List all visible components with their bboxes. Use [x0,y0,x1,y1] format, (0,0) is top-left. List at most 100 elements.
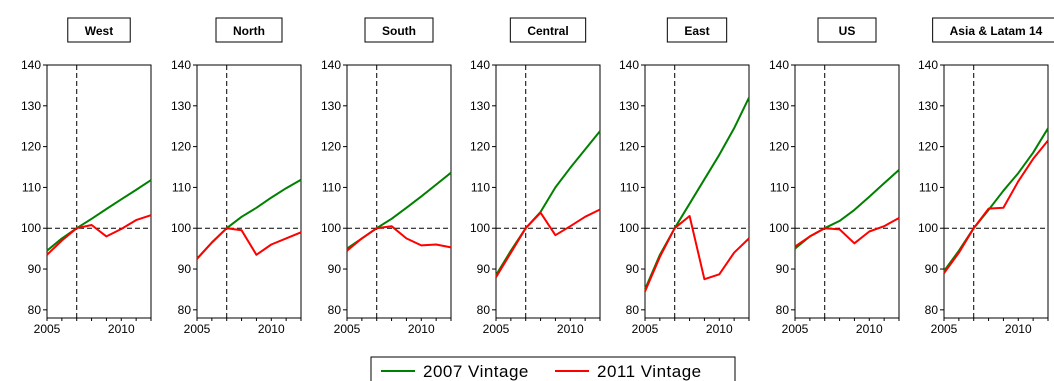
x-tick-label: 2005 [483,322,510,336]
y-tick-label: 140 [321,58,341,72]
y-tick-label: 130 [470,99,490,113]
y-tick-label: 100 [21,221,41,235]
series-line-2011-vintage [46,214,152,256]
panel-title: South [382,24,416,38]
x-tick-label: 2010 [108,322,135,336]
series-line-2011-vintage [794,217,900,248]
y-tick-label: 110 [172,180,191,194]
y-tick-label: 110 [471,180,490,194]
plot-frame [644,64,750,319]
x-tick-label: 2010 [408,322,435,336]
plot-frame [794,64,900,319]
panel-title: Central [527,24,568,38]
panel-title-box [932,17,1054,43]
y-tick-label: 130 [769,99,789,113]
y-tick-label: 110 [620,180,639,194]
panel-us: 80 90 100 110 120 130 140 2005 2010 US [769,17,900,336]
plot-frame [346,64,452,319]
y-tick-label: 120 [171,140,191,154]
panel-title-box [817,17,877,43]
y-tick-label: 80 [28,303,42,317]
y-tick-label: 100 [171,221,191,235]
y-tick-label: 90 [626,262,640,276]
panel-title-box [666,17,728,43]
legend-entry-label: 2007 Vintage [423,362,529,381]
y-tick-label: 80 [328,303,342,317]
y-tick-label: 100 [321,221,341,235]
y-tick-label: 140 [21,58,41,72]
y-tick-label: 140 [470,58,490,72]
y-tick-label: 100 [918,221,938,235]
y-tick-label: 90 [477,262,491,276]
panel-asia-latam-14: 80 90 100 110 120 130 140 2005 2010 Asia & Latam … [918,17,1054,336]
series-line-2007-vintage [644,97,750,290]
panel-north: 80 90 100 110 120 130 140 2005 2010 North [171,17,302,336]
panel-title: US [839,24,856,38]
series-line-2007-vintage [46,179,152,252]
y-tick-label: 130 [918,99,938,113]
series-line-2011-vintage [346,225,452,252]
x-tick-label: 2010 [557,322,584,336]
y-tick-label: 140 [918,58,938,72]
x-tick-label: 2010 [258,322,285,336]
plot-frame [196,64,302,319]
y-tick-label: 130 [321,99,341,113]
y-tick-label: 140 [171,58,191,72]
panel-title: East [684,24,709,38]
legend-entry-label: 2011 Vintage [597,362,702,381]
y-tick-label: 90 [28,262,42,276]
panel-east: 80 90 100 110 120 130 140 2005 2010 East [619,17,750,336]
y-tick-label: 80 [776,303,790,317]
x-tick-label: 2005 [782,322,809,336]
series-line-2007-vintage [196,178,302,260]
legend: 2007 Vintage 2011 Vintage [370,356,736,381]
y-tick-label: 120 [769,140,789,154]
y-tick-label: 90 [328,262,342,276]
panel-title: North [233,24,265,38]
plot-frame [495,64,601,319]
plot-frame [46,64,152,319]
y-tick-label: 100 [769,221,789,235]
y-tick-label: 140 [769,58,789,72]
y-tick-label: 100 [470,221,490,235]
x-tick-label: 2005 [632,322,659,336]
panel-title-box [509,17,587,43]
series-line-2007-vintage [495,130,601,276]
plot-frame [943,64,1049,319]
y-tick-label: 80 [925,303,939,317]
y-tick-label: 130 [21,99,41,113]
y-tick-label: 80 [178,303,192,317]
x-tick-label: 2010 [856,322,883,336]
y-tick-label: 100 [619,221,639,235]
y-tick-label: 90 [925,262,939,276]
legend-box [370,356,736,381]
series-line-2011-vintage [644,215,750,292]
series-line-2011-vintage [196,227,302,260]
y-tick-label: 120 [918,140,938,154]
y-tick-label: 80 [626,303,640,317]
y-tick-label: 120 [470,140,490,154]
y-tick-label: 140 [619,58,639,72]
panel-title-box [215,17,283,43]
x-tick-label: 2005 [931,322,958,336]
series-line-2011-vintage [943,139,1049,274]
y-tick-label: 90 [178,262,192,276]
y-tick-label: 110 [322,180,341,194]
panel-west: 80 90 100 110 120 130 140 2005 2010 West [21,17,152,336]
y-tick-label: 120 [321,140,341,154]
y-tick-label: 120 [21,140,41,154]
y-tick-label: 110 [919,180,938,194]
panel-title: Asia & Latam 14 [950,24,1043,38]
y-tick-label: 120 [619,140,639,154]
series-line-2011-vintage [495,208,601,278]
x-tick-label: 2005 [334,322,361,336]
panel-central: 80 90 100 110 120 130 140 2005 2010 Central [470,17,601,336]
x-tick-label: 2005 [184,322,211,336]
x-tick-label: 2010 [1005,322,1032,336]
panel-title: West [85,24,113,38]
y-tick-label: 110 [22,180,41,194]
y-tick-label: 110 [770,180,789,194]
y-tick-label: 80 [477,303,491,317]
y-tick-label: 90 [776,262,790,276]
